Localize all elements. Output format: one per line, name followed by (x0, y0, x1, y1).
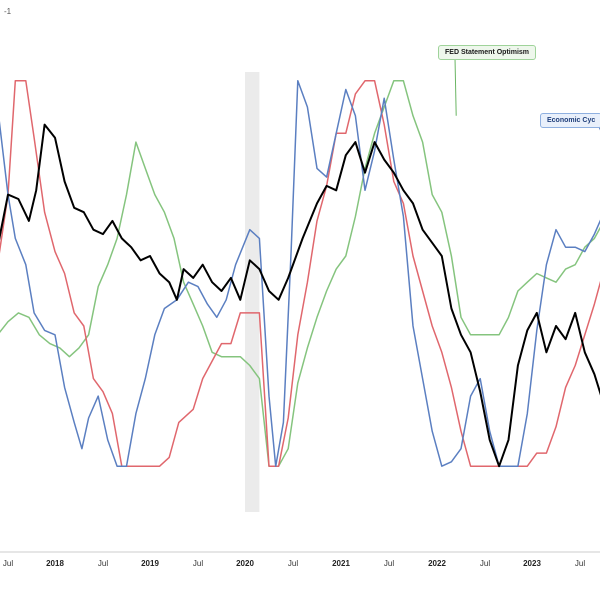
x-tick-year: 2018 (46, 559, 64, 568)
x-tick-month: Jul (288, 559, 298, 568)
x-tick-month: Jul (575, 559, 585, 568)
series-line-3 (0, 80, 600, 467)
highlight-region (245, 72, 260, 512)
corner-label: -1 (4, 7, 12, 16)
annotation-economic-cycle: Economic Cyc (540, 113, 600, 128)
x-tick-year: 2019 (141, 559, 159, 568)
x-tick-month: Jul (384, 559, 394, 568)
x-tick-year: 2021 (332, 559, 350, 568)
x-tick-month: Jul (480, 559, 490, 568)
x-tick-month: Jul (98, 559, 108, 568)
x-tick-year: 2020 (236, 559, 254, 568)
annotation-pointer-0 (454, 57, 457, 116)
annotation-lines (454, 57, 600, 131)
x-tick-year: 2022 (428, 559, 446, 568)
series-line-0 (0, 123, 600, 468)
series-layer (0, 80, 600, 468)
x-tick-year: 2023 (523, 559, 541, 568)
x-axis-ticks: Jul 2018 Jul 2019 Jul 2020 Jul 2021 Jul 2022 Jul 20… (3, 559, 585, 568)
x-tick-month: Jul (3, 559, 13, 568)
annotation-fed-statement-optimism: FED Statement Optimism (438, 45, 537, 60)
x-tick-month: Jul (193, 559, 203, 568)
series-line-2 (0, 80, 600, 467)
